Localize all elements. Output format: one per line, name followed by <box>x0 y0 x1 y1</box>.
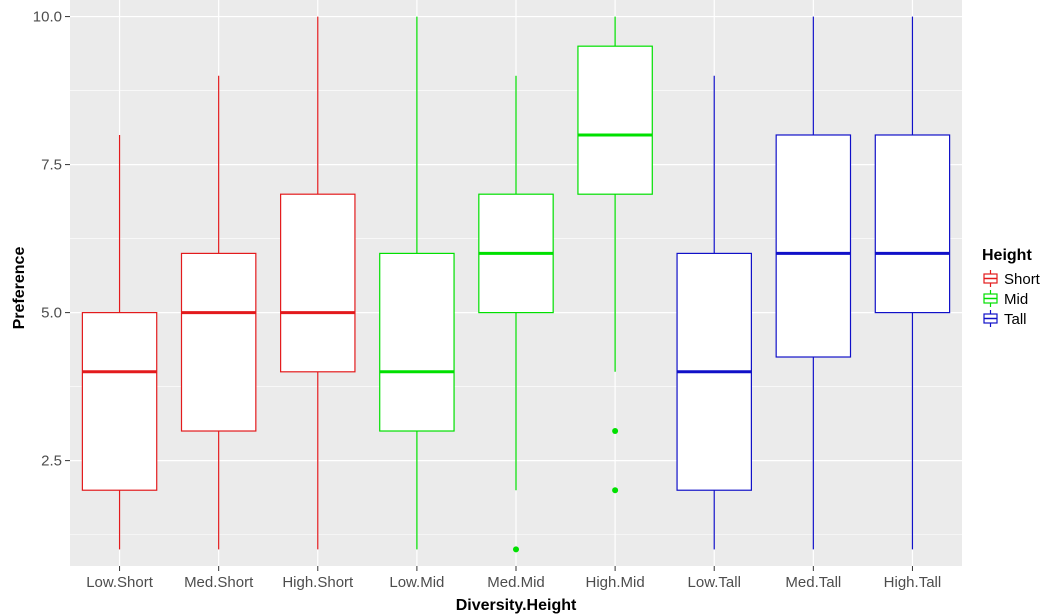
legend-item-short: Short <box>983 270 1041 288</box>
boxes <box>81 16 951 553</box>
outlier-point <box>612 487 619 494</box>
box-body <box>81 312 158 491</box>
box-body <box>379 252 455 432</box>
outlier-point <box>513 546 519 553</box>
x-tick-label: Low.Short <box>86 574 154 591</box>
box-Low.Short <box>81 134 158 550</box>
legend-item-tall: Tall <box>983 310 1027 328</box>
x-tick-label: High.Short <box>282 574 354 591</box>
box-Med.Tall <box>775 16 852 550</box>
box-High.Short <box>280 16 356 550</box>
box-body <box>280 193 356 373</box>
box-High.Mid <box>577 16 653 494</box>
x-tick-label: Low.Tall <box>688 574 741 591</box>
x-tick-label: High.Tall <box>884 574 942 591</box>
box-High.Tall <box>874 16 951 550</box>
box-body <box>775 134 852 358</box>
box-body <box>874 134 951 314</box>
x-tick-label: Med.Tall <box>785 574 841 591</box>
x-tick-label: Med.Short <box>184 574 254 591</box>
y-axis-title: Preference <box>11 247 28 330</box>
x-tick-label: High.Mid <box>586 574 645 591</box>
y-tick-label: 2.5 <box>41 453 62 470</box>
outlier-point <box>612 428 619 435</box>
x-tick-label: Med.Mid <box>487 574 545 591</box>
axes: 2.5 5.0 7.5 10.0 Low.Short Med.Short High.Shor… <box>33 9 941 591</box>
box-Low.Tall <box>676 75 752 550</box>
box-Low.Mid <box>379 16 455 550</box>
box-Med.Short <box>180 75 257 550</box>
legend-title: Height <box>982 247 1032 264</box>
y-tick-label: 5.0 <box>41 305 62 322</box>
y-tick-label: 7.5 <box>41 157 62 174</box>
legend-item-mid: Mid <box>983 290 1028 308</box>
y-tick-label: 10.0 <box>33 9 62 26</box>
legend: Height Short Mid Tall <box>982 247 1041 328</box>
legend-label: Short <box>1004 271 1041 288</box>
x-tick-label: Low.Mid <box>389 574 444 591</box>
box-body <box>180 252 257 432</box>
legend-label: Mid <box>1004 291 1028 308</box>
box-Med.Mid <box>478 75 554 553</box>
box-body <box>577 45 653 195</box>
x-axis-title: Diversity.Height <box>456 597 577 614</box>
legend-label: Tall <box>1004 311 1027 328</box>
